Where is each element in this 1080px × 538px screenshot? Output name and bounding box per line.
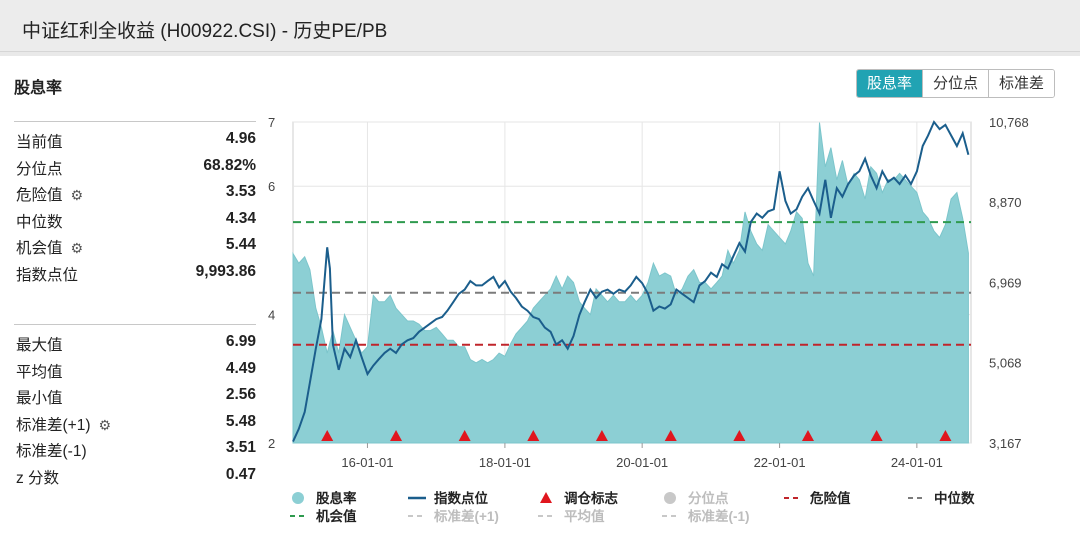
window-header: 中证红利全收益 (H00922.CSI) - 历史PE/PB <box>0 0 1080 52</box>
stat-value: 5.48 <box>225 412 256 430</box>
stat-row: 标准差(+1) ⚙ 5.48 <box>14 409 256 436</box>
index-level-line <box>292 120 970 443</box>
stat-row: 指数点位 9,993.86 <box>14 259 256 286</box>
stat-value: 6.99 <box>225 333 256 350</box>
x-tick-label: 16-01-01 <box>341 455 393 470</box>
legend-label: 机会值 <box>316 508 357 524</box>
legend-item: 分位点 <box>664 490 729 506</box>
y-left-tick-label: 2 <box>268 436 275 451</box>
legend-item: 危险值 <box>784 490 851 506</box>
y-left-tick-label: 7 <box>268 115 275 130</box>
stat-row: 危险值 ⚙ 3.53 <box>14 179 256 206</box>
rebalance-marker <box>939 430 952 441</box>
rebalance-marker <box>458 430 471 441</box>
x-tick-label: 18-01-01 <box>479 455 531 470</box>
legend-item: 标准差(-1) <box>662 508 750 524</box>
gear-icon[interactable]: ⚙ <box>70 187 84 203</box>
stat-label: z 分数 <box>16 469 60 487</box>
stat-row: 最小值 2.56 <box>14 382 256 409</box>
y-right-tick-label: 6,969 <box>989 275 1022 290</box>
legend-label: 股息率 <box>316 490 357 506</box>
x-tick-label: 20-01-01 <box>616 455 668 470</box>
stat-value: 2.56 <box>225 386 256 403</box>
stat-label: 中位数 <box>16 213 63 231</box>
legend-label: 指数点位 <box>434 490 488 506</box>
legend-item: 股息率 <box>292 490 357 506</box>
legend-label: 危险值 <box>809 490 851 506</box>
stat-label: 危险值 ⚙ <box>16 187 84 204</box>
legend-item: 标准差(+1) <box>408 508 499 524</box>
tab-percentile[interactable]: 分位点 <box>922 70 989 97</box>
tab-std-dev[interactable]: 标准差 <box>988 70 1055 97</box>
rebalance-marker <box>733 430 746 441</box>
y-left-tick-label: 6 <box>268 179 275 194</box>
legend-item: 调仓标志 <box>540 490 618 506</box>
stat-label: 当前值 <box>16 134 63 151</box>
stat-label: 最小值 <box>16 390 63 407</box>
stat-label: 最大值 <box>16 337 63 354</box>
stat-label: 标准差(-1) <box>16 443 87 460</box>
legend-item: 平均值 <box>538 508 605 524</box>
legend-item: 机会值 <box>290 508 357 524</box>
tab-dividend-yield[interactable]: 股息率 <box>857 70 923 97</box>
stat-value: 3.51 <box>225 439 256 456</box>
dividend-yield-area <box>292 122 969 444</box>
stat-row: 最大值 6.99 <box>14 329 256 356</box>
legend-item: 中位数 <box>908 490 975 506</box>
stat-row: 平均值 4.49 <box>14 356 256 383</box>
stat-row: 分位点 68.82% <box>14 153 256 180</box>
stat-value: 9,993.86 <box>195 262 256 280</box>
stat-value: 3.53 <box>225 183 256 200</box>
legend-circle-icon <box>664 492 676 504</box>
x-tick-label: 22-01-01 <box>754 455 806 470</box>
stat-value: 4.96 <box>225 130 256 147</box>
y-left-tick-label: 4 <box>268 308 275 323</box>
stat-value: 4.49 <box>225 359 256 377</box>
legend-label: 分位点 <box>688 490 729 506</box>
rebalance-marker <box>801 430 814 441</box>
legend-label: 平均值 <box>564 508 605 524</box>
rebalance-marker <box>527 430 540 441</box>
y-right-tick-label: 8,870 <box>989 195 1022 210</box>
legend-circle-icon <box>292 492 304 504</box>
legend-label: 标准差(-1) <box>687 508 750 524</box>
stat-value: 4.34 <box>225 209 256 227</box>
legend-triangle-icon <box>540 492 552 503</box>
stat-row: 中位数 4.34 <box>14 206 256 233</box>
gear-icon[interactable]: ⚙ <box>98 416 112 433</box>
stat-value: 0.47 <box>225 465 256 483</box>
gear-icon[interactable]: ⚙ <box>70 240 84 256</box>
y-right-tick-label: 10,768 <box>989 115 1029 130</box>
stat-label: 指数点位 <box>16 266 79 284</box>
stat-value: 5.44 <box>225 236 256 253</box>
y-right-tick-label: 3,167 <box>989 436 1022 451</box>
y-right-tick-label: 5,068 <box>989 356 1022 371</box>
legend-label: 中位数 <box>934 490 975 506</box>
stat-row: 机会值 ⚙ 5.44 <box>14 232 256 259</box>
rebalance-marker <box>595 430 608 441</box>
legend-item: 指数点位 <box>408 490 488 506</box>
stat-label: 分位点 <box>16 160 63 178</box>
page-title: 中证红利全收益 (H00922.CSI) - 历史PE/PB <box>22 21 388 42</box>
stat-row: 标准差(-1) 3.51 <box>14 435 256 462</box>
stat-row: 当前值 4.96 <box>14 126 256 153</box>
section-title: 股息率 <box>14 80 63 97</box>
summary-stats-list: 最大值 6.99 平均值 4.49 最小值 2.56 标准差(+1) ⚙ 5.48 标准差(-1)… <box>14 324 256 488</box>
stat-value: 68.82% <box>203 156 256 174</box>
view-tabs: 股息率 分位点 标准差 <box>856 69 1056 98</box>
stat-row: z 分数 0.47 <box>14 462 256 489</box>
current-stats-list: 当前值 4.96 分位点 68.82% 危险值 ⚙ 3.53 中位数 4.34 机会值 ⚙ 5.44 指… <box>14 121 256 285</box>
legend-label: 标准差(+1) <box>433 508 499 524</box>
rebalance-marker <box>664 430 677 441</box>
rebalance-marker <box>390 430 403 441</box>
legend-label: 调仓标志 <box>564 490 618 506</box>
stat-label: 平均值 <box>16 363 63 381</box>
rebalance-marker <box>870 430 883 441</box>
x-tick-label: 24-01-01 <box>891 455 943 470</box>
stat-label: 标准差(+1) ⚙ <box>16 416 112 434</box>
stat-label: 机会值 ⚙ <box>16 240 84 257</box>
rebalance-marker <box>321 430 334 441</box>
